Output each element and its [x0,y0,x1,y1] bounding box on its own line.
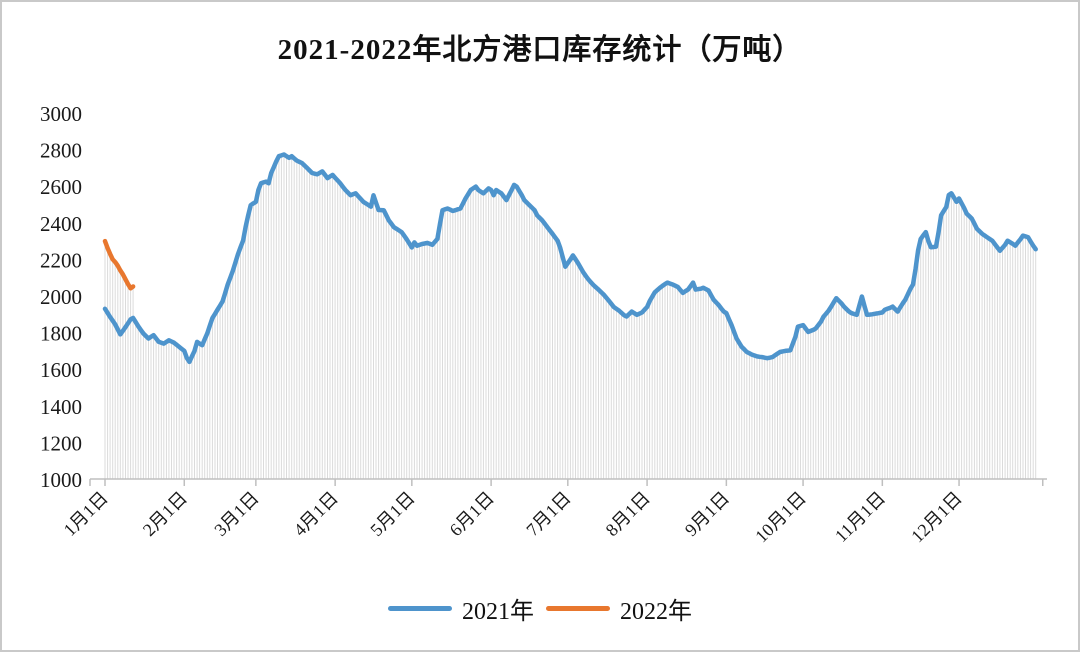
x-axis-line [89,478,1047,486]
svg-text:4月1日: 4月1日 [290,488,342,540]
svg-text:7月1日: 7月1日 [522,488,574,540]
svg-text:2月1日: 2月1日 [139,488,191,540]
legend-swatch-2021 [388,606,452,611]
svg-text:11月1日: 11月1日 [831,488,889,546]
legend-label-2022: 2022年 [620,599,692,625]
svg-text:3000: 3000 [40,102,82,126]
svg-text:2400: 2400 [40,212,82,236]
svg-text:2000: 2000 [40,285,82,309]
svg-text:10月1日: 10月1日 [751,488,810,547]
x-axis-labels: 1月1日 2月1日 3月1日 4月1日 5月1日 6月1日 7月1日 8月1日 9月1日 10月1… [60,488,966,547]
legend-swatch-2022 [546,606,610,611]
svg-text:8月1日: 8月1日 [602,488,654,540]
legend-item-2021: 2021年 [388,591,534,626]
svg-text:1000: 1000 [40,468,82,492]
chart-title: 2021-2022年北方港口库存统计（万吨） [277,34,803,66]
svg-text:1400: 1400 [40,395,82,419]
svg-text:5月1日: 5月1日 [366,488,418,540]
svg-text:1600: 1600 [40,358,82,382]
svg-text:2800: 2800 [40,139,82,163]
svg-text:2600: 2600 [40,175,82,199]
svg-text:2200: 2200 [40,248,82,272]
svg-text:12月1日: 12月1日 [907,488,966,547]
svg-text:6月1日: 6月1日 [446,488,498,540]
y-axis-labels: 1000 1200 1400 1600 1800 2000 2200 2400 2600 2800… [40,102,82,492]
svg-text:1800: 1800 [40,322,82,346]
series-2021-line [102,152,1038,365]
legend: 2021年 2022年 [2,591,1078,626]
legend-label-2021: 2021年 [462,599,534,625]
svg-text:1200: 1200 [40,431,82,455]
drop-lines [104,154,1037,479]
series-2022-line [102,238,136,291]
svg-text:3月1日: 3月1日 [210,488,262,540]
svg-text:9月1日: 9月1日 [681,488,733,540]
svg-text:1月1日: 1月1日 [60,488,112,540]
legend-item-2022: 2022年 [546,591,692,626]
